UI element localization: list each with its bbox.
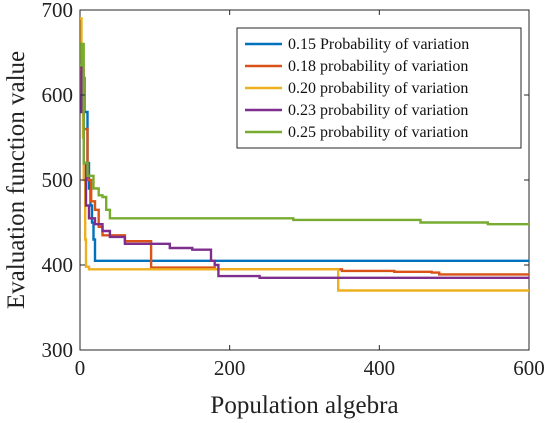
y-tick-label: 600 [42,83,74,107]
x-tick-label: 400 [364,356,396,380]
y-tick-label: 700 [42,0,74,22]
x-axis-title: Population algebra [210,392,398,419]
y-tick-label: 500 [42,168,74,192]
x-tick-label: 200 [214,356,246,380]
series-line-5 [80,42,529,226]
legend-label-1: 0.15 Probability of variation [288,36,469,53]
ticks-layer: 0 200 400 600 300 400 500 600 700 [42,0,545,380]
y-axis-title: Evaluation function value [3,51,30,309]
x-tick-label: 0 [75,356,86,380]
legend: 0.15 Probability of variation 0.18 probab… [236,27,522,149]
x-tick-label: 600 [513,356,545,380]
legend-label-3: 0.20 probability of variation [288,80,468,97]
legend-label-5: 0.25 probability of variation [288,124,468,141]
legend-box [236,27,522,149]
y-tick-label: 300 [42,338,74,362]
legend-label-2: 0.18 probability of variation [288,58,468,75]
y-tick-label: 400 [42,253,74,277]
legend-label-4: 0.23 probability of variation [288,102,468,119]
